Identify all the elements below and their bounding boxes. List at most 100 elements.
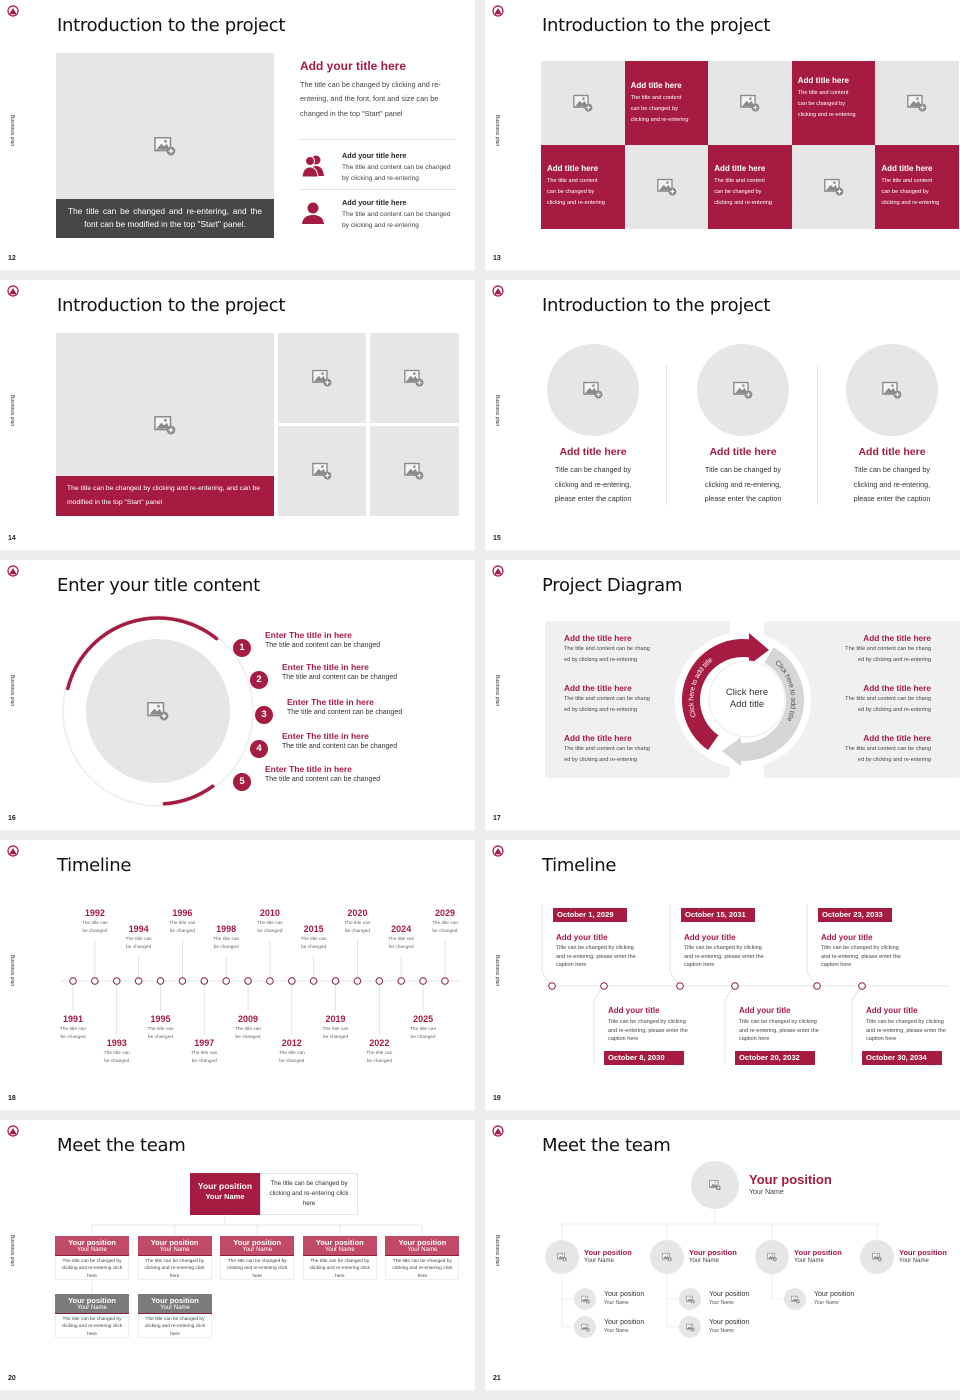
timeline-node — [375, 977, 384, 985]
timeline-node — [419, 977, 427, 985]
member-card[interactable] — [220, 1236, 295, 1256]
side-label: Business plan — [9, 115, 15, 147]
heading: Add your title here — [300, 59, 407, 73]
divider — [300, 139, 456, 140]
page-number: 14 — [8, 535, 16, 542]
date-badge: October 30, 2034 — [862, 1051, 942, 1065]
staff-position: Your position — [814, 1291, 855, 1298]
image-placeholder[interactable] — [56, 333, 274, 476]
slide-18[interactable]: Business plan 18 Timeline 1991 The title can… — [0, 840, 475, 1110]
image-placeholder-icon — [685, 1323, 695, 1332]
image-placeholder-icon — [147, 700, 169, 722]
timeline-axis — [60, 940, 460, 1035]
card-title: Add title here — [630, 81, 682, 90]
right-item-body: The title and content can be chang — [845, 696, 931, 702]
slide-title[interactable]: Meet the team — [57, 1135, 186, 1156]
step-title: Enter The title in here — [282, 731, 369, 741]
slide-17[interactable]: Business plan 17 Project Diagram Click here… — [485, 560, 960, 830]
slide-21[interactable]: Business plan 21 Meet the team Your positio… — [485, 1120, 960, 1390]
center-line-2[interactable]: Add title — [729, 699, 765, 710]
member-card[interactable] — [55, 1294, 129, 1314]
member-position: Your position — [398, 1238, 447, 1247]
step-number: 1 — [233, 639, 251, 657]
left-item-body: The title and content can be chang — [564, 646, 650, 652]
content-card[interactable] — [875, 145, 959, 229]
content-card[interactable] — [541, 145, 625, 229]
emblem-icon — [492, 565, 504, 577]
member-card[interactable] — [385, 1236, 460, 1256]
member-card[interactable] — [137, 1236, 212, 1256]
center-line-1[interactable]: Click here — [725, 687, 769, 698]
manager-name: Your Name — [794, 1258, 824, 1264]
staff-position: Your position — [709, 1319, 750, 1326]
slide-title[interactable]: Introduction to the project — [57, 295, 286, 316]
heading-body: The title can be changed by clicking and… — [300, 80, 441, 118]
event-year: 1991 — [62, 1014, 84, 1024]
slide-title[interactable]: Introduction to the project — [542, 295, 771, 316]
slide-15[interactable]: Business plan 15 Introduction to the proje… — [485, 280, 960, 550]
page-number: 16 — [8, 815, 16, 822]
image-placeholder-icon — [154, 414, 176, 436]
slide-20[interactable]: Business plan 20 Meet the team Your positio… — [0, 1120, 475, 1390]
slide-title[interactable]: Timeline — [542, 855, 617, 876]
lead-card[interactable] — [190, 1173, 260, 1215]
item-body: The title and content can be changed by … — [342, 164, 451, 182]
column-body: clicking and re-entering, — [704, 479, 782, 489]
timeline-node — [288, 977, 296, 985]
column-body: Title can be changed by — [704, 465, 782, 474]
member-position: Your position — [233, 1238, 282, 1247]
step-number: 4 — [250, 740, 268, 758]
right-item-title: Add the title here — [863, 733, 931, 743]
member-card[interactable] — [55, 1236, 129, 1256]
page-number: 12 — [8, 255, 16, 262]
right-item-body: ed by clicking and re-entering — [857, 757, 931, 763]
image-placeholder-icon — [656, 177, 677, 197]
staff-name: Your Name — [814, 1300, 839, 1306]
timeline-node — [134, 977, 143, 985]
slide-16[interactable]: Business plan 16 Enter your title content 1… — [0, 560, 475, 830]
left-item-body: The title and content can be chang — [564, 746, 650, 752]
slide-19[interactable]: Business plan 19 Timeline October 1, 2029 Ad… — [485, 840, 960, 1110]
slide-title[interactable]: Enter your title content — [57, 575, 260, 596]
manager-name: Your Name — [689, 1258, 719, 1264]
timeline-node — [244, 977, 252, 985]
member-card[interactable] — [138, 1294, 212, 1314]
member-note: The title can be changed by clicking and… — [220, 1256, 295, 1280]
lead-name: Your Name — [749, 1189, 784, 1196]
lead-position: Your position — [749, 1172, 832, 1187]
timeline-node — [858, 982, 866, 990]
event-text: The title can be changed — [125, 937, 152, 950]
item-title: Add your title here — [342, 151, 407, 160]
image-placeholder-icon — [740, 93, 760, 113]
slide-title[interactable]: Introduction to the project — [542, 15, 771, 36]
image-caption: The title can be changed by clicking and… — [56, 476, 274, 516]
event-text: The title can be changed — [103, 1051, 130, 1064]
slide-12[interactable]: Business plan 12 Introduction to the proje… — [0, 0, 475, 270]
image-placeholder-icon — [583, 380, 603, 400]
slide-14[interactable]: Business plan 14 Introduction to the proje… — [0, 280, 475, 550]
left-item-body: The title and content can be chang — [564, 696, 650, 702]
slide-title[interactable]: Meet the team — [542, 1135, 671, 1156]
red-arrow — [682, 639, 754, 750]
entry-title: Add your title — [866, 1006, 918, 1015]
date-badge: October 23, 2033 — [818, 908, 892, 922]
content-card[interactable] — [624, 61, 709, 145]
left-item-title: Add the title here — [564, 733, 632, 743]
image-placeholder-icon — [404, 368, 424, 388]
emblem-icon — [7, 845, 19, 857]
member-position: Your position — [150, 1238, 199, 1247]
content-card[interactable] — [708, 145, 792, 229]
event-text: The title can be changed — [278, 1051, 305, 1064]
timeline-node — [676, 982, 684, 990]
content-card[interactable] — [791, 61, 876, 145]
image-placeholder[interactable] — [56, 53, 274, 199]
slide-13[interactable]: Business plan 13 Introduction to the proje… — [485, 0, 960, 270]
slide-title[interactable]: Timeline — [57, 855, 132, 876]
timeline-node — [69, 977, 77, 985]
timeline-axis — [541, 904, 950, 1065]
member-card[interactable] — [302, 1236, 377, 1256]
image-placeholder-icon — [767, 1252, 777, 1262]
timeline-node — [731, 982, 739, 990]
slide-title[interactable]: Introduction to the project — [57, 15, 286, 36]
slide-title[interactable]: Project Diagram — [542, 575, 683, 596]
